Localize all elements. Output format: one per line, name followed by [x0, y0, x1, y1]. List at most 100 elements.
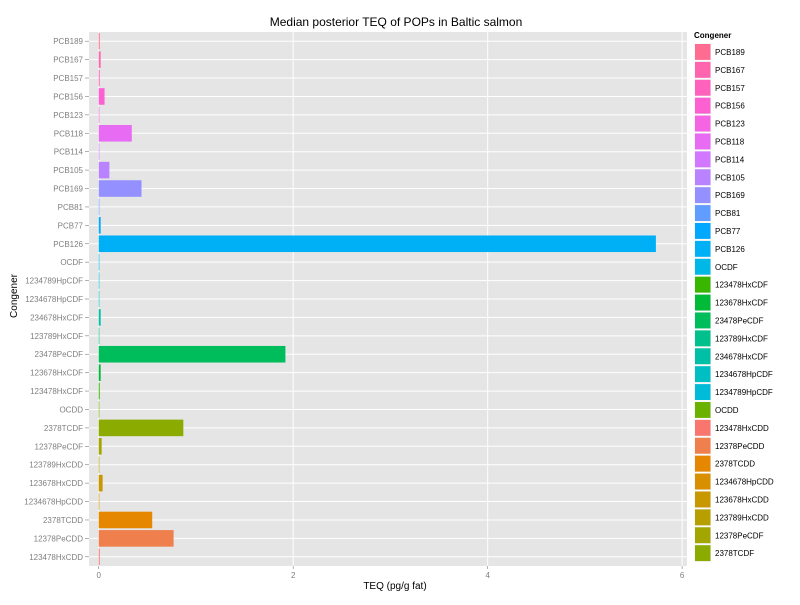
bar-layer — [98, 32, 656, 566]
x-tick-labels: 0 2 4 6 — [96, 566, 685, 580]
bar-OCDF — [98, 253, 100, 271]
legend-label: 12378PeCDF — [715, 531, 764, 540]
bar-12378PeCDD — [98, 530, 174, 547]
legend-label: PCB126 — [715, 245, 745, 254]
legend-swatch — [695, 384, 711, 400]
legend-swatch — [695, 133, 711, 150]
bar-1234789HpCDF — [98, 272, 100, 289]
legend-label: PCB77 — [715, 227, 741, 236]
legend-swatch — [695, 330, 711, 347]
legend-label: 1234678HpCDF — [715, 370, 773, 379]
legend-label: PCB114 — [715, 155, 745, 164]
legend-label: 123789HxCDF — [715, 334, 768, 343]
x-tick-label: 0 — [96, 571, 101, 580]
y-tick-label: OCDD — [59, 405, 83, 414]
legend-label: 123678HxCDD — [715, 495, 769, 504]
legend-swatch — [695, 437, 711, 454]
y-tick-label: PCB126 — [53, 240, 83, 249]
y-tick-label: 123478HxCDF — [30, 387, 83, 396]
y-tick-label: 123678HxCDD — [29, 479, 83, 488]
legend-swatch — [695, 312, 711, 329]
y-tick-label: 1234789HpCDF — [25, 277, 83, 286]
bar-2378TCDD — [98, 511, 153, 529]
bar-123478HxCDD — [98, 548, 100, 566]
legend-label: 123478HxCDF — [715, 281, 768, 290]
legend-label: 23478PeCDF — [715, 316, 764, 325]
legend-swatch — [695, 115, 711, 132]
legend-swatch — [695, 151, 711, 168]
legend-swatch — [695, 294, 711, 311]
bar-123789HxCDD — [98, 456, 100, 474]
y-tick-label: 23478PeCDF — [35, 350, 84, 359]
legend-swatch — [695, 491, 711, 508]
x-tick-label: 6 — [680, 571, 685, 580]
y-tick-label: 12378PeCDF — [35, 442, 84, 451]
legend-label: PCB123 — [715, 120, 745, 129]
bar-PCB77 — [98, 217, 101, 234]
legend-label: 1234789HpCDF — [715, 388, 773, 397]
x-tick-label: 4 — [485, 571, 490, 580]
bar-PCB189 — [98, 32, 100, 50]
bar-123678HxCDD — [98, 474, 103, 492]
legend-swatch — [695, 402, 711, 418]
y-tick-label: PCB105 — [53, 166, 83, 175]
y-tick-labels: 123478HxCDD 12378PeCDD 2378TCDD 1234678HpCD… — [24, 37, 89, 562]
legend-label: OCDF — [715, 263, 738, 272]
y-tick-label: PCB169 — [53, 185, 83, 194]
legend-swatch — [695, 366, 711, 383]
legend-swatch — [695, 97, 711, 114]
y-tick-label: 1234678HpCDF — [25, 295, 83, 304]
y-tick-label: 123678HxCDF — [30, 369, 83, 378]
legend-swatch — [695, 61, 711, 78]
y-tick-label: OCDF — [60, 258, 83, 267]
legend-swatch — [695, 44, 711, 60]
bar-OCDD — [98, 401, 100, 418]
legend-swatch — [695, 258, 711, 275]
legend-label: PCB81 — [715, 209, 741, 218]
bar-2378TCDF — [98, 419, 184, 437]
y-tick-label: PCB77 — [58, 221, 84, 230]
bar-PCB167 — [98, 51, 101, 68]
y-tick-label: PCB189 — [53, 37, 83, 46]
legend-label: PCB156 — [715, 102, 745, 111]
legend-label: PCB189 — [715, 48, 745, 57]
x-tick-label: 2 — [291, 571, 296, 580]
y-tick-label: 2378TCDF — [44, 424, 83, 433]
legend-label: 12378PeCDD — [715, 442, 765, 451]
legend-swatch — [695, 240, 711, 257]
legend-label: 2378TCDF — [715, 549, 754, 558]
y-tick-label: 123789HxCDF — [30, 332, 83, 341]
y-tick-label: PCB156 — [53, 92, 83, 101]
legend-label: PCB169 — [715, 191, 745, 200]
y-tick-label: PCB118 — [54, 129, 84, 138]
y-tick-label: 2378TCDD — [43, 516, 83, 525]
bar-PCB157 — [98, 69, 100, 87]
legend-swatch — [695, 527, 711, 544]
bar-1234678HpCDF — [98, 290, 100, 308]
y-tick-label: PCB81 — [58, 203, 84, 212]
bar-12378PeCDF — [98, 438, 102, 455]
legend-label: 1234678HpCDD — [715, 478, 774, 487]
y-tick-label: 123478HxCDD — [29, 553, 83, 562]
legend-swatch — [695, 509, 711, 526]
chart-title: Median posterior TEQ of POPs in Baltic s… — [270, 15, 523, 29]
bar-1234678HpCDD — [98, 493, 100, 510]
legend-label: PCB118 — [715, 137, 745, 146]
legend-swatch — [695, 169, 711, 186]
bar-PCB126 — [98, 235, 656, 253]
legend-label: 2378TCDD — [715, 460, 755, 469]
y-axis-title: Congener — [9, 273, 20, 318]
bar-PCB114 — [98, 143, 100, 160]
legend-label: 123478HxCDD — [715, 424, 769, 433]
legend-swatch — [695, 187, 711, 204]
legend-swatch — [695, 473, 711, 490]
legend-title: Congener — [694, 31, 731, 40]
bar-123789HxCDF — [98, 327, 100, 345]
bar-PCB105 — [98, 161, 110, 179]
y-tick-label: 123789HxCDD — [29, 461, 83, 470]
y-tick-label: PCB114 — [54, 148, 84, 157]
legend-swatch — [695, 419, 711, 436]
bar-123478HxCDF — [98, 382, 100, 400]
legend-swatch — [695, 205, 711, 221]
